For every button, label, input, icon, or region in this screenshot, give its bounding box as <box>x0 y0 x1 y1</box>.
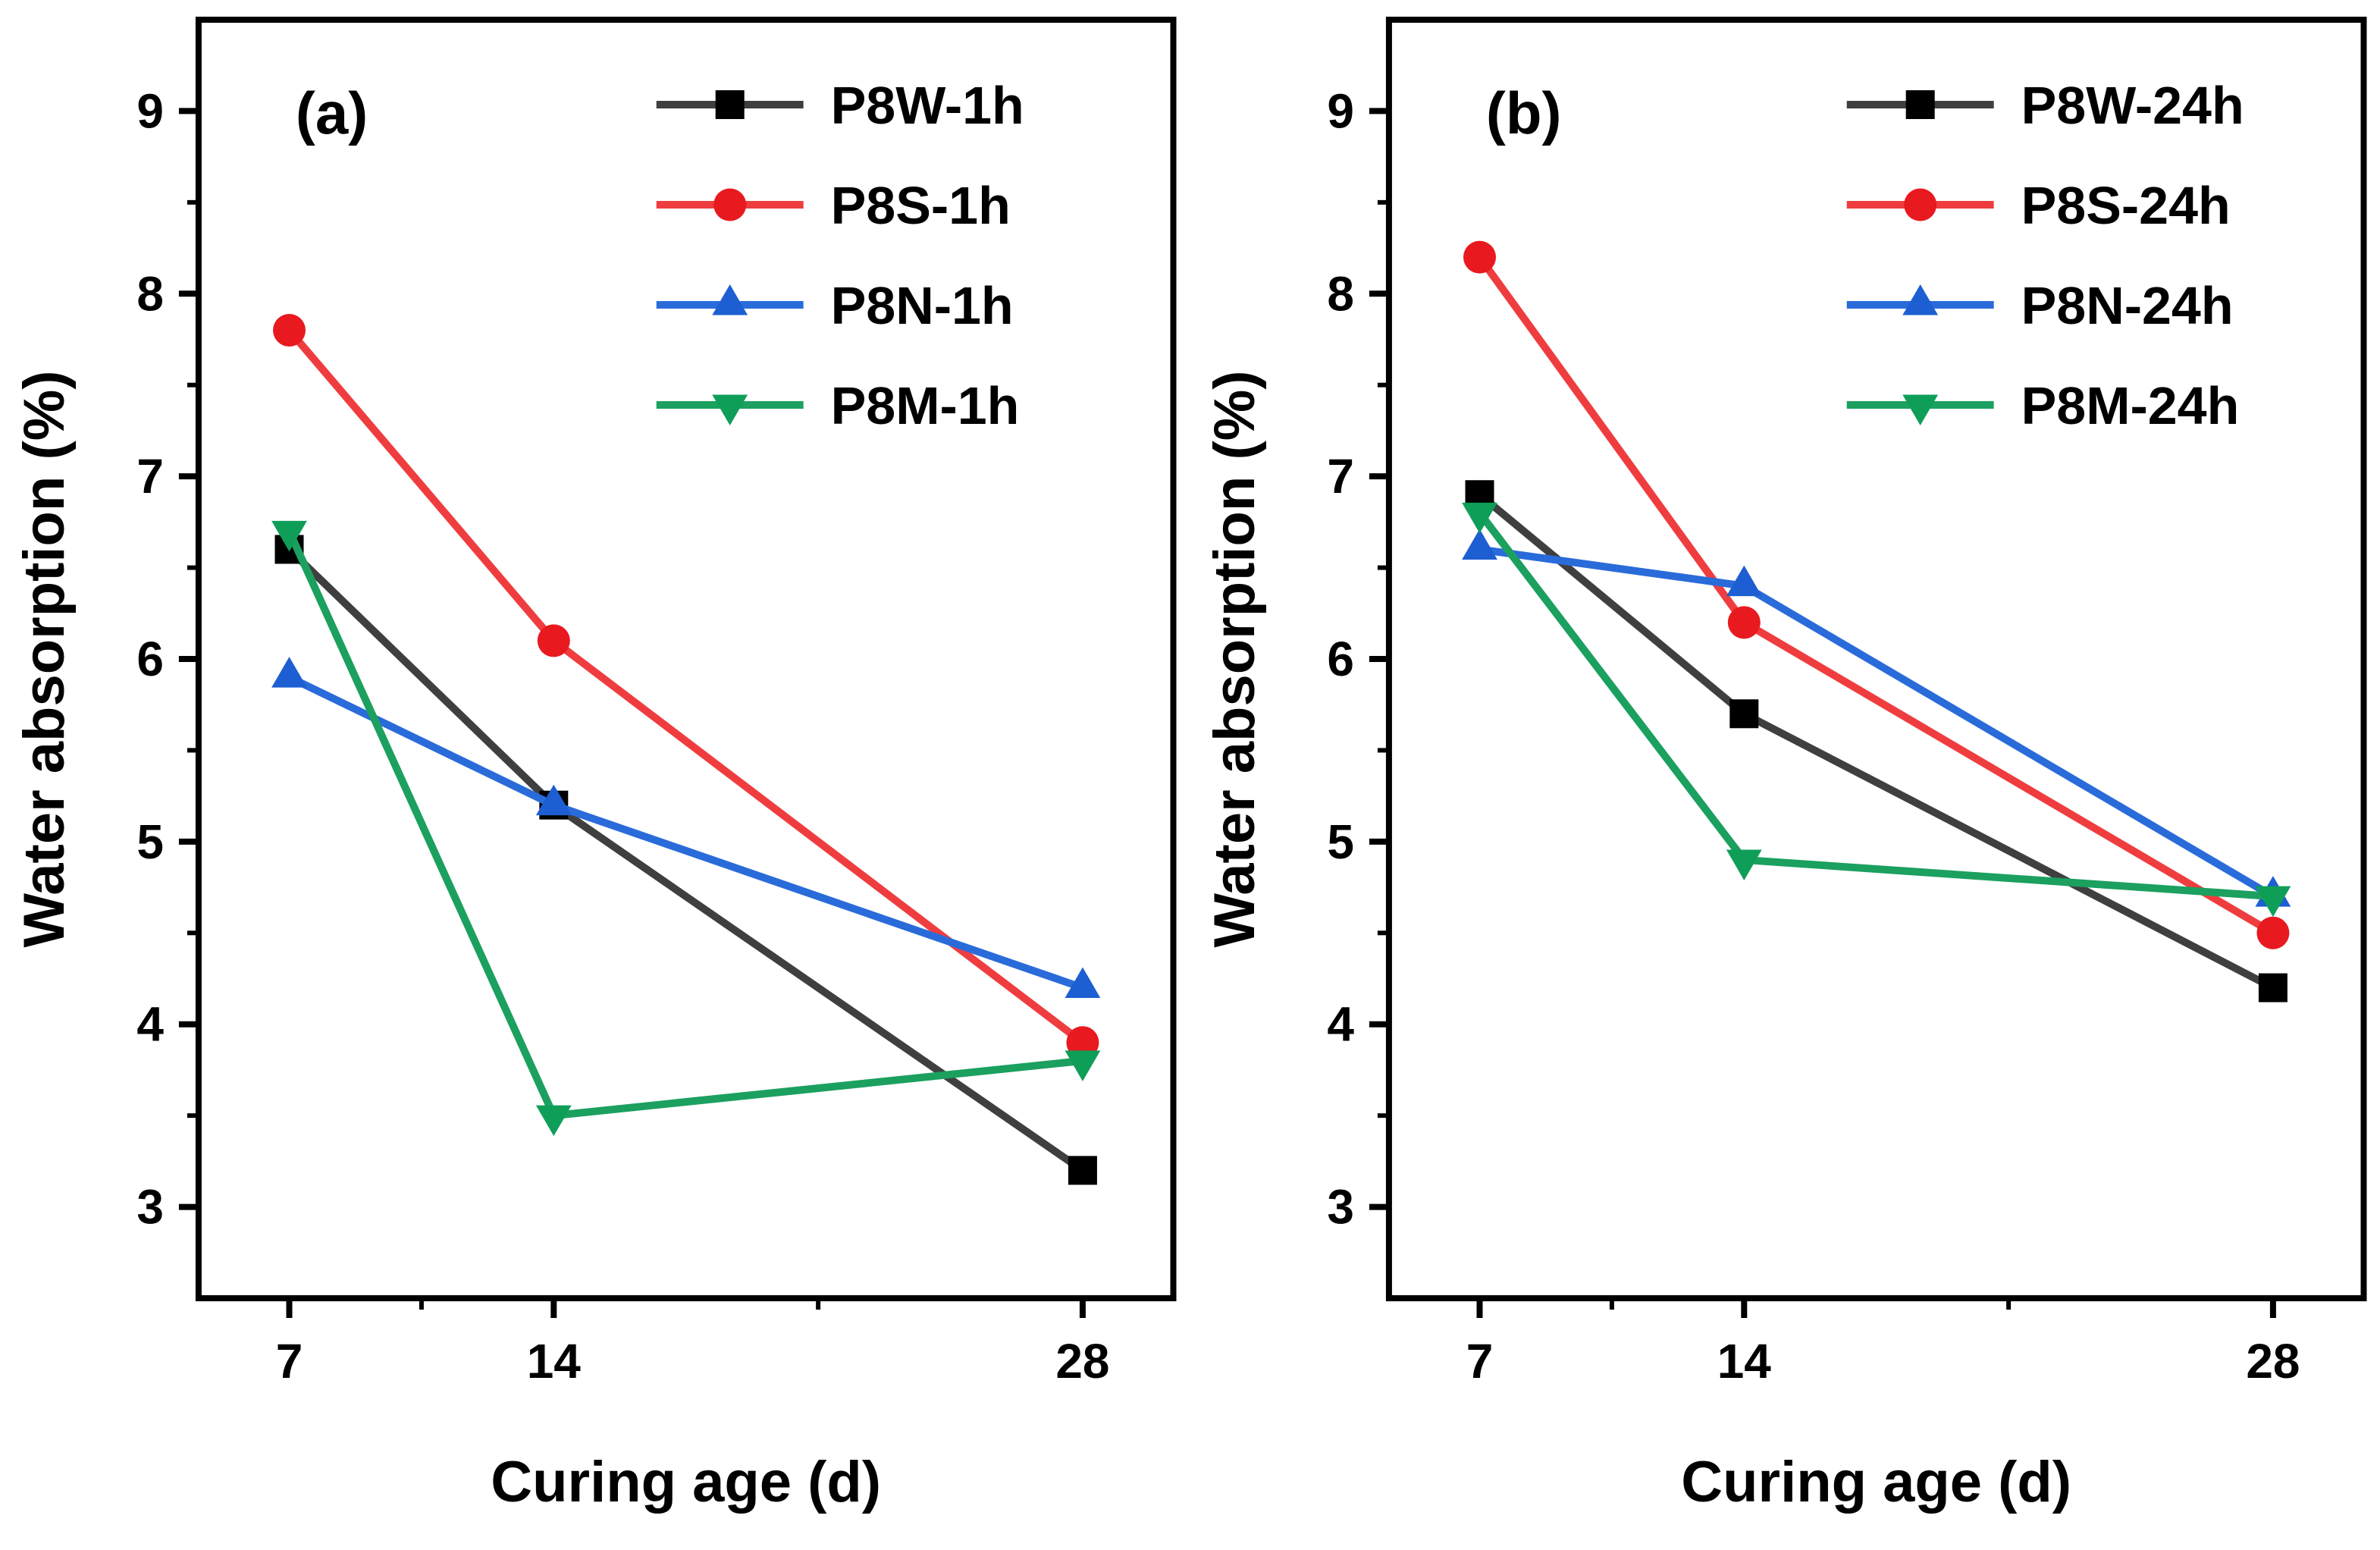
data-point-P8N-1h <box>1065 967 1101 999</box>
y-tick-label: 9 <box>1327 83 1354 138</box>
legend-marker <box>712 284 748 315</box>
y-axis-title: Water absorption (%) <box>12 370 77 947</box>
legend-label: P8N-24h <box>2021 276 2233 335</box>
data-point-P8M-1h <box>1065 1050 1101 1081</box>
y-tick-label: 6 <box>136 632 164 686</box>
legend-marker <box>712 394 748 425</box>
y-tick-label: 3 <box>136 1180 164 1235</box>
x-tick-label: 7 <box>1466 1334 1493 1388</box>
legend-label: P8S-24h <box>2021 176 2230 235</box>
data-point-P8S-1h <box>273 313 306 347</box>
series-line-P8M-1h <box>285 527 1087 1120</box>
legend-label: P8W-1h <box>831 76 1024 135</box>
y-tick-label: 5 <box>136 814 164 869</box>
legend-entry-P8W-1h: P8W-1h <box>656 76 1024 135</box>
data-point-P8N-24h <box>1461 529 1497 560</box>
panel-a: 3 4 5 6 7 8 9 7 14 28 Curing age (d) Water absorpti… <box>12 17 1177 1514</box>
y-tick-label: 7 <box>1327 449 1354 504</box>
x-tick-label: 14 <box>527 1334 582 1388</box>
series-line-P8M-24h <box>1475 509 2277 901</box>
data-point-P8S-24h <box>2256 916 2289 949</box>
y-axis-title: Water absorption (%) <box>1202 370 1266 947</box>
legend-entry-P8M-1h: P8M-1h <box>656 376 1020 435</box>
legend-marker <box>1903 188 1936 221</box>
panel-a-chart: 3 4 5 6 7 8 9 7 14 28 Curing age (d) Water absorpti… <box>12 17 1177 1514</box>
legend-label: P8W-24h <box>2021 76 2244 135</box>
y-tick-label: 6 <box>1327 632 1354 686</box>
legend-label: P8N-1h <box>831 276 1014 335</box>
y-tick-label: 8 <box>136 266 164 321</box>
legend-marker <box>1905 90 1935 119</box>
data-point-P8N-24h <box>1726 565 1762 597</box>
x-axis-title: Curing age (d) <box>491 1450 881 1514</box>
x-tick-label: 28 <box>2246 1334 2300 1388</box>
x-tick-label: 14 <box>1717 1334 1771 1388</box>
y-tick-label: 8 <box>1327 266 1354 321</box>
legend-marker <box>1902 284 1938 315</box>
data-point-P8M-24h <box>1726 849 1762 880</box>
legend-marker <box>1902 394 1938 425</box>
y-tick-label: 4 <box>136 997 164 1052</box>
data-point-P8S-1h <box>537 624 570 657</box>
legend-marker <box>715 90 745 119</box>
legend-entry-P8S-1h: P8S-1h <box>656 176 1011 235</box>
y-tick-label: 7 <box>136 449 164 504</box>
data-point-P8N-1h <box>271 657 307 688</box>
y-tick-label: 5 <box>1327 814 1354 869</box>
data-point-P8N-1h <box>535 784 572 816</box>
series-line-P8N-24h <box>1475 545 2277 901</box>
data-point-P8W-24h <box>2258 973 2287 1002</box>
panel-b: 3 4 5 6 7 8 9 7 14 28 Curing age (d) Water absorpti… <box>1190 0 2380 1550</box>
data-point-P8M-24h <box>2255 886 2291 918</box>
data-point-P8W-1h <box>1068 1156 1097 1185</box>
series-line-P8S-1h <box>285 326 1087 1046</box>
legend-entry-P8S-24h: P8S-24h <box>1846 176 2230 235</box>
data-point-P8M-1h <box>271 520 307 552</box>
y-tick-label: 4 <box>1327 997 1354 1052</box>
legend-entry-P8M-24h: P8M-24h <box>1846 376 2239 435</box>
legend-entry-P8N-1h: P8N-1h <box>656 276 1014 335</box>
legend-label: P8S-1h <box>831 176 1011 235</box>
panel-label: (a) <box>296 80 368 146</box>
data-point-P8M-1h <box>535 1105 572 1137</box>
data-point-P8S-24h <box>1727 606 1761 639</box>
data-point-P8W-24h <box>1729 699 1758 729</box>
legend-label: P8M-24h <box>2021 376 2239 435</box>
y-tick-label: 9 <box>136 83 164 138</box>
panel-b-chart: 3 4 5 6 7 8 9 7 14 28 Curing age (d) Water absorpti… <box>1202 17 2367 1514</box>
data-point-P8S-24h <box>1463 240 1496 274</box>
x-tick-label: 28 <box>1055 1334 1109 1388</box>
legend-marker <box>713 188 747 221</box>
data-point-P8M-24h <box>1461 502 1497 534</box>
series-line-P8N-1h <box>285 673 1087 992</box>
legend-entry-P8N-24h: P8N-24h <box>1846 276 2233 335</box>
series-line-P8W-1h <box>285 545 1087 1175</box>
y-tick-label: 3 <box>1327 1180 1354 1235</box>
panel-label: (b) <box>1485 80 1561 146</box>
legend-label: P8M-1h <box>831 376 1020 435</box>
x-axis-title: Curing age (d) <box>1681 1450 2071 1514</box>
x-tick-label: 7 <box>276 1334 303 1388</box>
legend-entry-P8W-24h: P8W-24h <box>1846 76 2244 135</box>
